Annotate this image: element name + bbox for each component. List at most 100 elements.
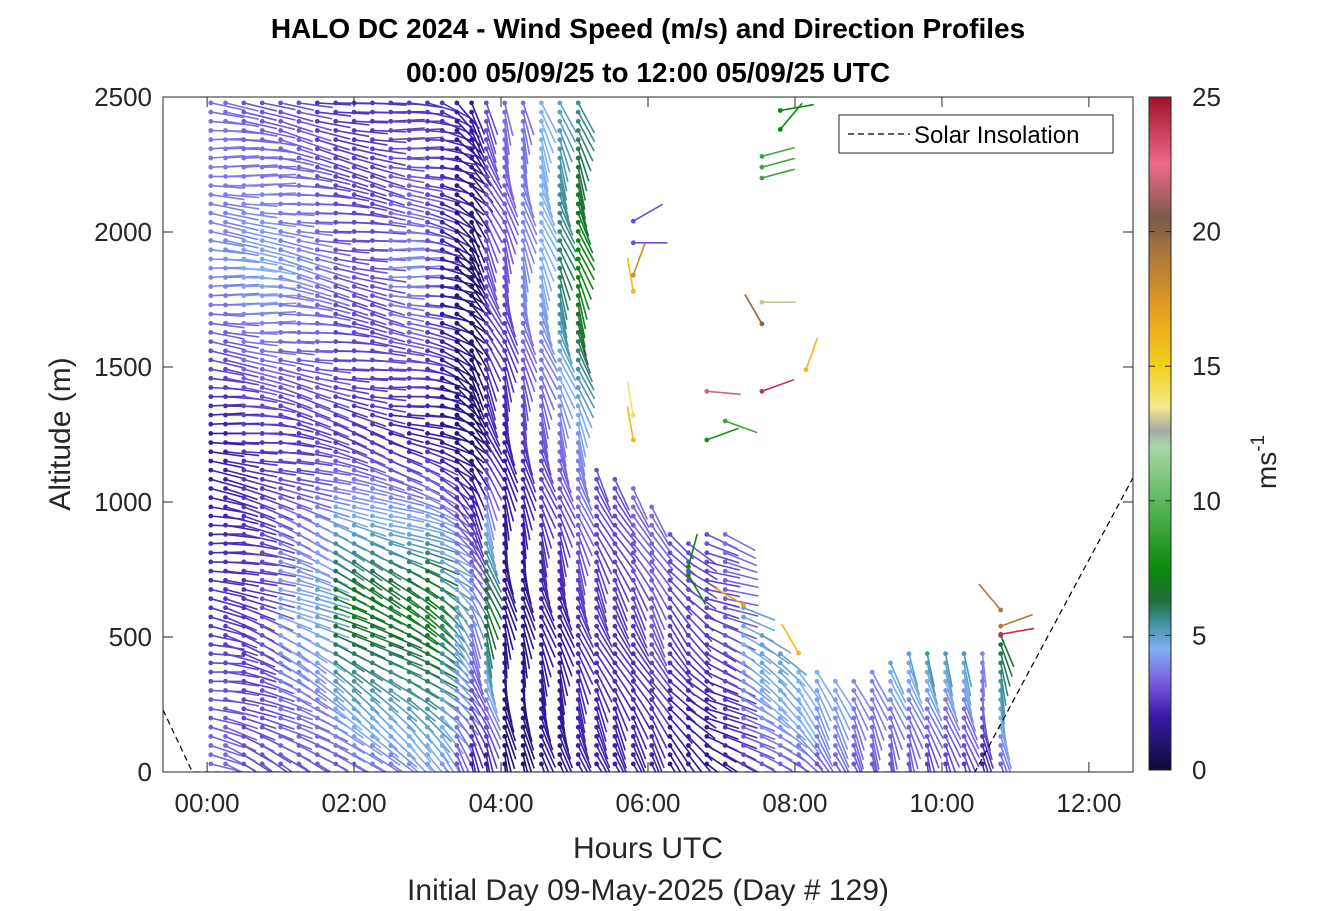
wind-vector-head [296,522,302,528]
y-tick-label: 2000 [94,217,152,247]
wind-vector-shaft [743,643,772,665]
wind-vector-shaft [908,662,921,696]
wind-vector-head [539,513,544,519]
wind-vector-shaft [944,763,949,772]
wind-vector-head [241,192,247,198]
wind-vector-shaft [470,561,491,591]
wind-vector-shaft [577,377,596,409]
wind-vector-shaft [353,708,380,733]
wind-vector-shaft [706,754,734,772]
wind-vector-head [630,486,636,491]
wind-vector-shaft [409,102,444,109]
wind-vector-head [223,513,228,519]
wind-vector-shaft [706,708,740,720]
wind-vector-head [454,568,460,574]
wind-vector-shaft [316,763,333,772]
wind-vector-head [351,284,357,289]
wind-vector-head [557,118,563,124]
wind-vector-shaft [353,570,383,591]
wind-vector-head [241,495,247,501]
wind-vector-head [223,467,228,473]
wind-vector-head [296,275,302,280]
wind-vector-head [314,651,320,657]
wind-vector-shaft [353,193,388,205]
wind-vector-head [630,642,636,647]
wind-vector-head [630,587,636,592]
wind-vector-head [649,761,655,767]
wind-vector-head [333,137,339,143]
wind-vector-shaft [470,515,484,549]
wind-vector-shaft [372,524,406,535]
wind-vector-shaft [503,194,520,227]
wind-vector-head [667,587,673,592]
wind-vector-head [686,623,691,629]
wind-vector-head [803,367,809,373]
wind-vector-shaft [298,120,333,131]
wind-vector-head [612,669,618,675]
wind-vector-head [520,118,526,124]
wind-vector-head [759,154,765,159]
wind-vector-head [439,155,445,161]
wind-vector-head [704,724,710,730]
wind-vector-shaft [503,231,515,265]
wind-vector-head [351,568,357,574]
wind-vector-shaft [262,221,296,228]
wind-vector-head [454,293,460,299]
wind-vector-shaft [335,506,369,517]
wind-vector-shaft [280,405,313,418]
wind-vector-head [469,412,474,418]
wind-vector-head [483,734,489,739]
wind-vector-shaft [280,258,313,271]
wind-vector-head [425,495,430,501]
wind-vector-shaft [687,653,713,679]
wind-vector-shaft [797,680,819,710]
wind-vector-head [223,210,228,216]
wind-vector-shaft [503,313,519,346]
wind-vector-shaft [210,441,245,446]
wind-vector-shaft [724,680,756,698]
wind-vector-head [370,394,375,400]
wind-vector-head [539,311,544,317]
wind-vector-head [630,240,636,246]
wind-vector-head [333,495,339,501]
wind-vector-shaft [559,653,571,687]
wind-vector-head [502,238,508,244]
wind-vector-shaft [805,337,819,370]
wind-vector-head [223,174,228,179]
wind-vector-head [370,761,375,767]
wind-vector-head [388,449,394,455]
wind-vector-head [223,522,228,528]
wind-vector-head [686,734,691,739]
wind-vector-head [388,311,394,317]
wind-vector-head [241,623,247,629]
wind-vector-shaft [316,698,347,720]
wind-vector-shaft [503,396,509,431]
wind-vector-head [314,256,320,262]
wind-vector-head [594,743,599,748]
wind-vector-head [388,724,394,730]
wind-vector-shaft [390,506,425,515]
wind-vector-head [557,284,563,289]
wind-vector-head [502,476,508,482]
wind-vector-head [208,669,214,675]
wind-vector-head [351,330,357,335]
wind-vector-shaft [210,487,244,499]
wind-vector-shaft [632,690,653,720]
wind-vector-shaft [335,460,369,472]
wind-vector-shaft [669,625,689,656]
wind-vector-shaft [999,763,1005,772]
wind-vector-head [296,614,302,620]
wind-vector-shaft [335,754,366,772]
wind-vector-shaft [317,607,351,619]
wind-vector-head [296,109,302,115]
wind-vector-head [296,458,302,464]
wind-vector-shaft [317,469,352,477]
x-tick-label: 04:00 [468,788,533,818]
wind-vector-head [649,596,655,602]
wind-vector-shaft [485,460,504,491]
wind-vector-head [296,623,302,629]
wind-vector-head [370,128,375,133]
wind-vector-head [406,330,412,335]
wind-vector-head [388,320,394,326]
wind-vector-shaft [243,386,278,396]
